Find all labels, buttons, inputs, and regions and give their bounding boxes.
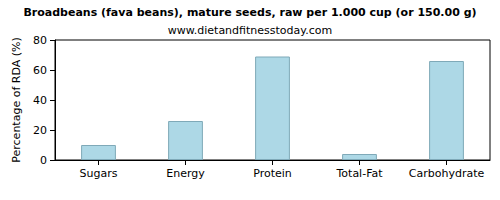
svg-text:Carbohydrate: Carbohydrate (409, 167, 485, 180)
svg-text:0: 0 (40, 154, 47, 167)
svg-text:www.dietandfitnesstoday.com: www.dietandfitnesstoday.com (168, 24, 332, 37)
svg-text:Protein: Protein (253, 167, 292, 180)
svg-text:Sugars: Sugars (80, 167, 118, 180)
svg-text:Percentage of RDA (%): Percentage of RDA (%) (10, 37, 23, 162)
svg-text:20: 20 (33, 124, 47, 137)
svg-text:80: 80 (33, 34, 47, 47)
svg-text:60: 60 (33, 64, 47, 77)
svg-text:40: 40 (33, 94, 47, 107)
svg-text:Energy: Energy (166, 167, 205, 180)
svg-text:Total-Fat: Total-Fat (335, 167, 383, 180)
svg-text:Broadbeans (fava beans), matur: Broadbeans (fava beans), mature seeds, r… (23, 6, 476, 19)
